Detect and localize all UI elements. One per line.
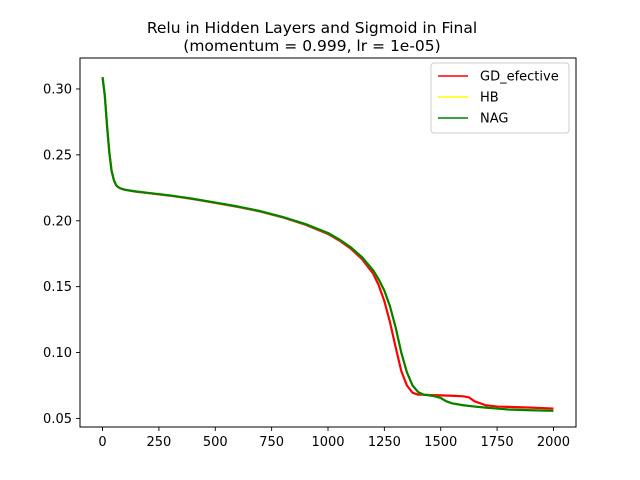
- y-tick-label: 0.25: [43, 148, 72, 163]
- x-tick-label: 1500: [424, 435, 457, 450]
- y-tick-label: 0.05: [43, 412, 72, 427]
- y-tick-label: 0.10: [43, 346, 72, 361]
- y-tick-label: 0.20: [43, 214, 72, 229]
- chart-subtitle: (momentum = 0.999, lr = 1e-05): [183, 37, 440, 55]
- x-tick-label: 250: [146, 435, 171, 450]
- series-layer: [101, 76, 554, 412]
- legend-label-nag: NAG: [480, 112, 508, 127]
- x-tick-label: 750: [259, 435, 284, 450]
- legend-label-hb: HB: [480, 91, 499, 106]
- y-tick-label: 0.30: [43, 82, 72, 97]
- x-tick-label: 1250: [368, 435, 401, 450]
- series-line-nag: [101, 76, 554, 412]
- y-axis: 0.05 0.10 0.15 0.20 0.25 0.30: [43, 82, 80, 427]
- x-tick-label: 2000: [537, 435, 570, 450]
- x-tick-label: 0: [98, 435, 106, 450]
- x-tick-label: 1000: [311, 435, 344, 450]
- y-tick-label: 0.15: [43, 280, 72, 295]
- chart-title: Relu in Hidden Layers and Sigmoid in Fin…: [147, 19, 477, 37]
- legend-frame: [430, 62, 570, 134]
- x-tick-label: 1750: [481, 435, 514, 450]
- legend-label-gd-efective: GD_efective: [480, 70, 559, 85]
- legend: GD_efective HB NAG: [430, 62, 570, 134]
- x-axis: 0 250 500 750 1000 1250 1500 1750 2000: [98, 427, 570, 450]
- x-tick-label: 500: [203, 435, 228, 450]
